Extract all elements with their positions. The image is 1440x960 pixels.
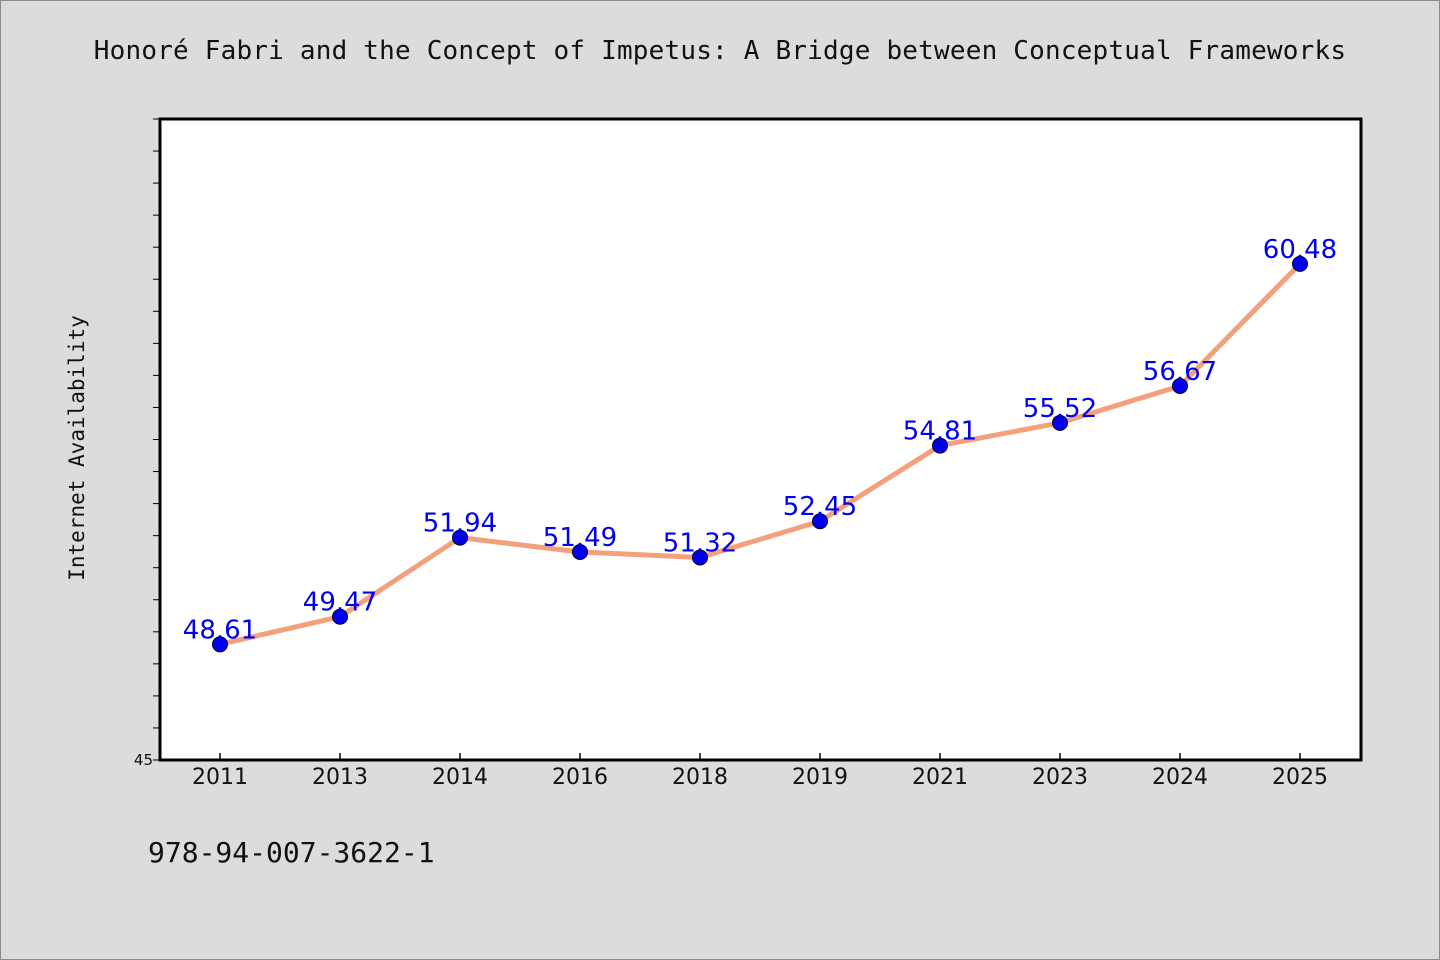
x-tick-label: 2023 [1032,765,1088,790]
data-label: 49.47 [303,588,377,618]
x-tick-label: 2021 [912,765,968,790]
x-axis-ticks: 2011 2013 2014 2016 2018 2019 2021 2023 2024 2025 [192,753,1328,790]
x-tick-label: 2014 [432,765,488,790]
data-label: 51.32 [663,528,737,558]
data-point [332,608,348,625]
y-axis-ticks: 45 [134,118,160,769]
data-labels: 48.61 49.47 51.94 51.49 51.32 52.45 54.81 55.52… [183,235,1337,645]
x-tick-label: 2018 [672,765,728,790]
data-label: 54.81 [903,417,977,447]
data-label: 60.48 [1263,235,1337,265]
y-tick-label: 45 [134,751,153,769]
data-point [1172,377,1188,394]
footer-isbn: 978-94-007-3622-1 [148,836,435,869]
data-point [692,549,708,566]
x-tick-label: 2013 [312,765,368,790]
chart-title: Honoré Fabri and the Concept of Impetus:… [93,36,1347,66]
data-label: 51.49 [543,523,617,553]
data-point [212,636,228,653]
series-line [217,261,1303,647]
data-point [1292,255,1308,272]
data-point [932,437,948,454]
data-point [452,529,468,546]
data-label: 56.67 [1143,357,1217,387]
plot-area [158,117,1363,762]
data-label: 51.94 [423,509,497,539]
x-tick-label: 2016 [552,765,608,790]
x-tick-label: 2011 [192,765,248,790]
x-tick-label: 2025 [1272,765,1328,790]
data-point [812,513,828,530]
data-label: 48.61 [183,615,257,645]
x-tick-label: 2024 [1152,765,1208,790]
data-markers [212,255,1308,653]
data-label: 52.45 [783,492,857,522]
data-label: 55.52 [1023,394,1097,424]
x-tick-label: 2019 [792,765,848,790]
data-point [1052,414,1068,431]
data-point [572,543,588,560]
